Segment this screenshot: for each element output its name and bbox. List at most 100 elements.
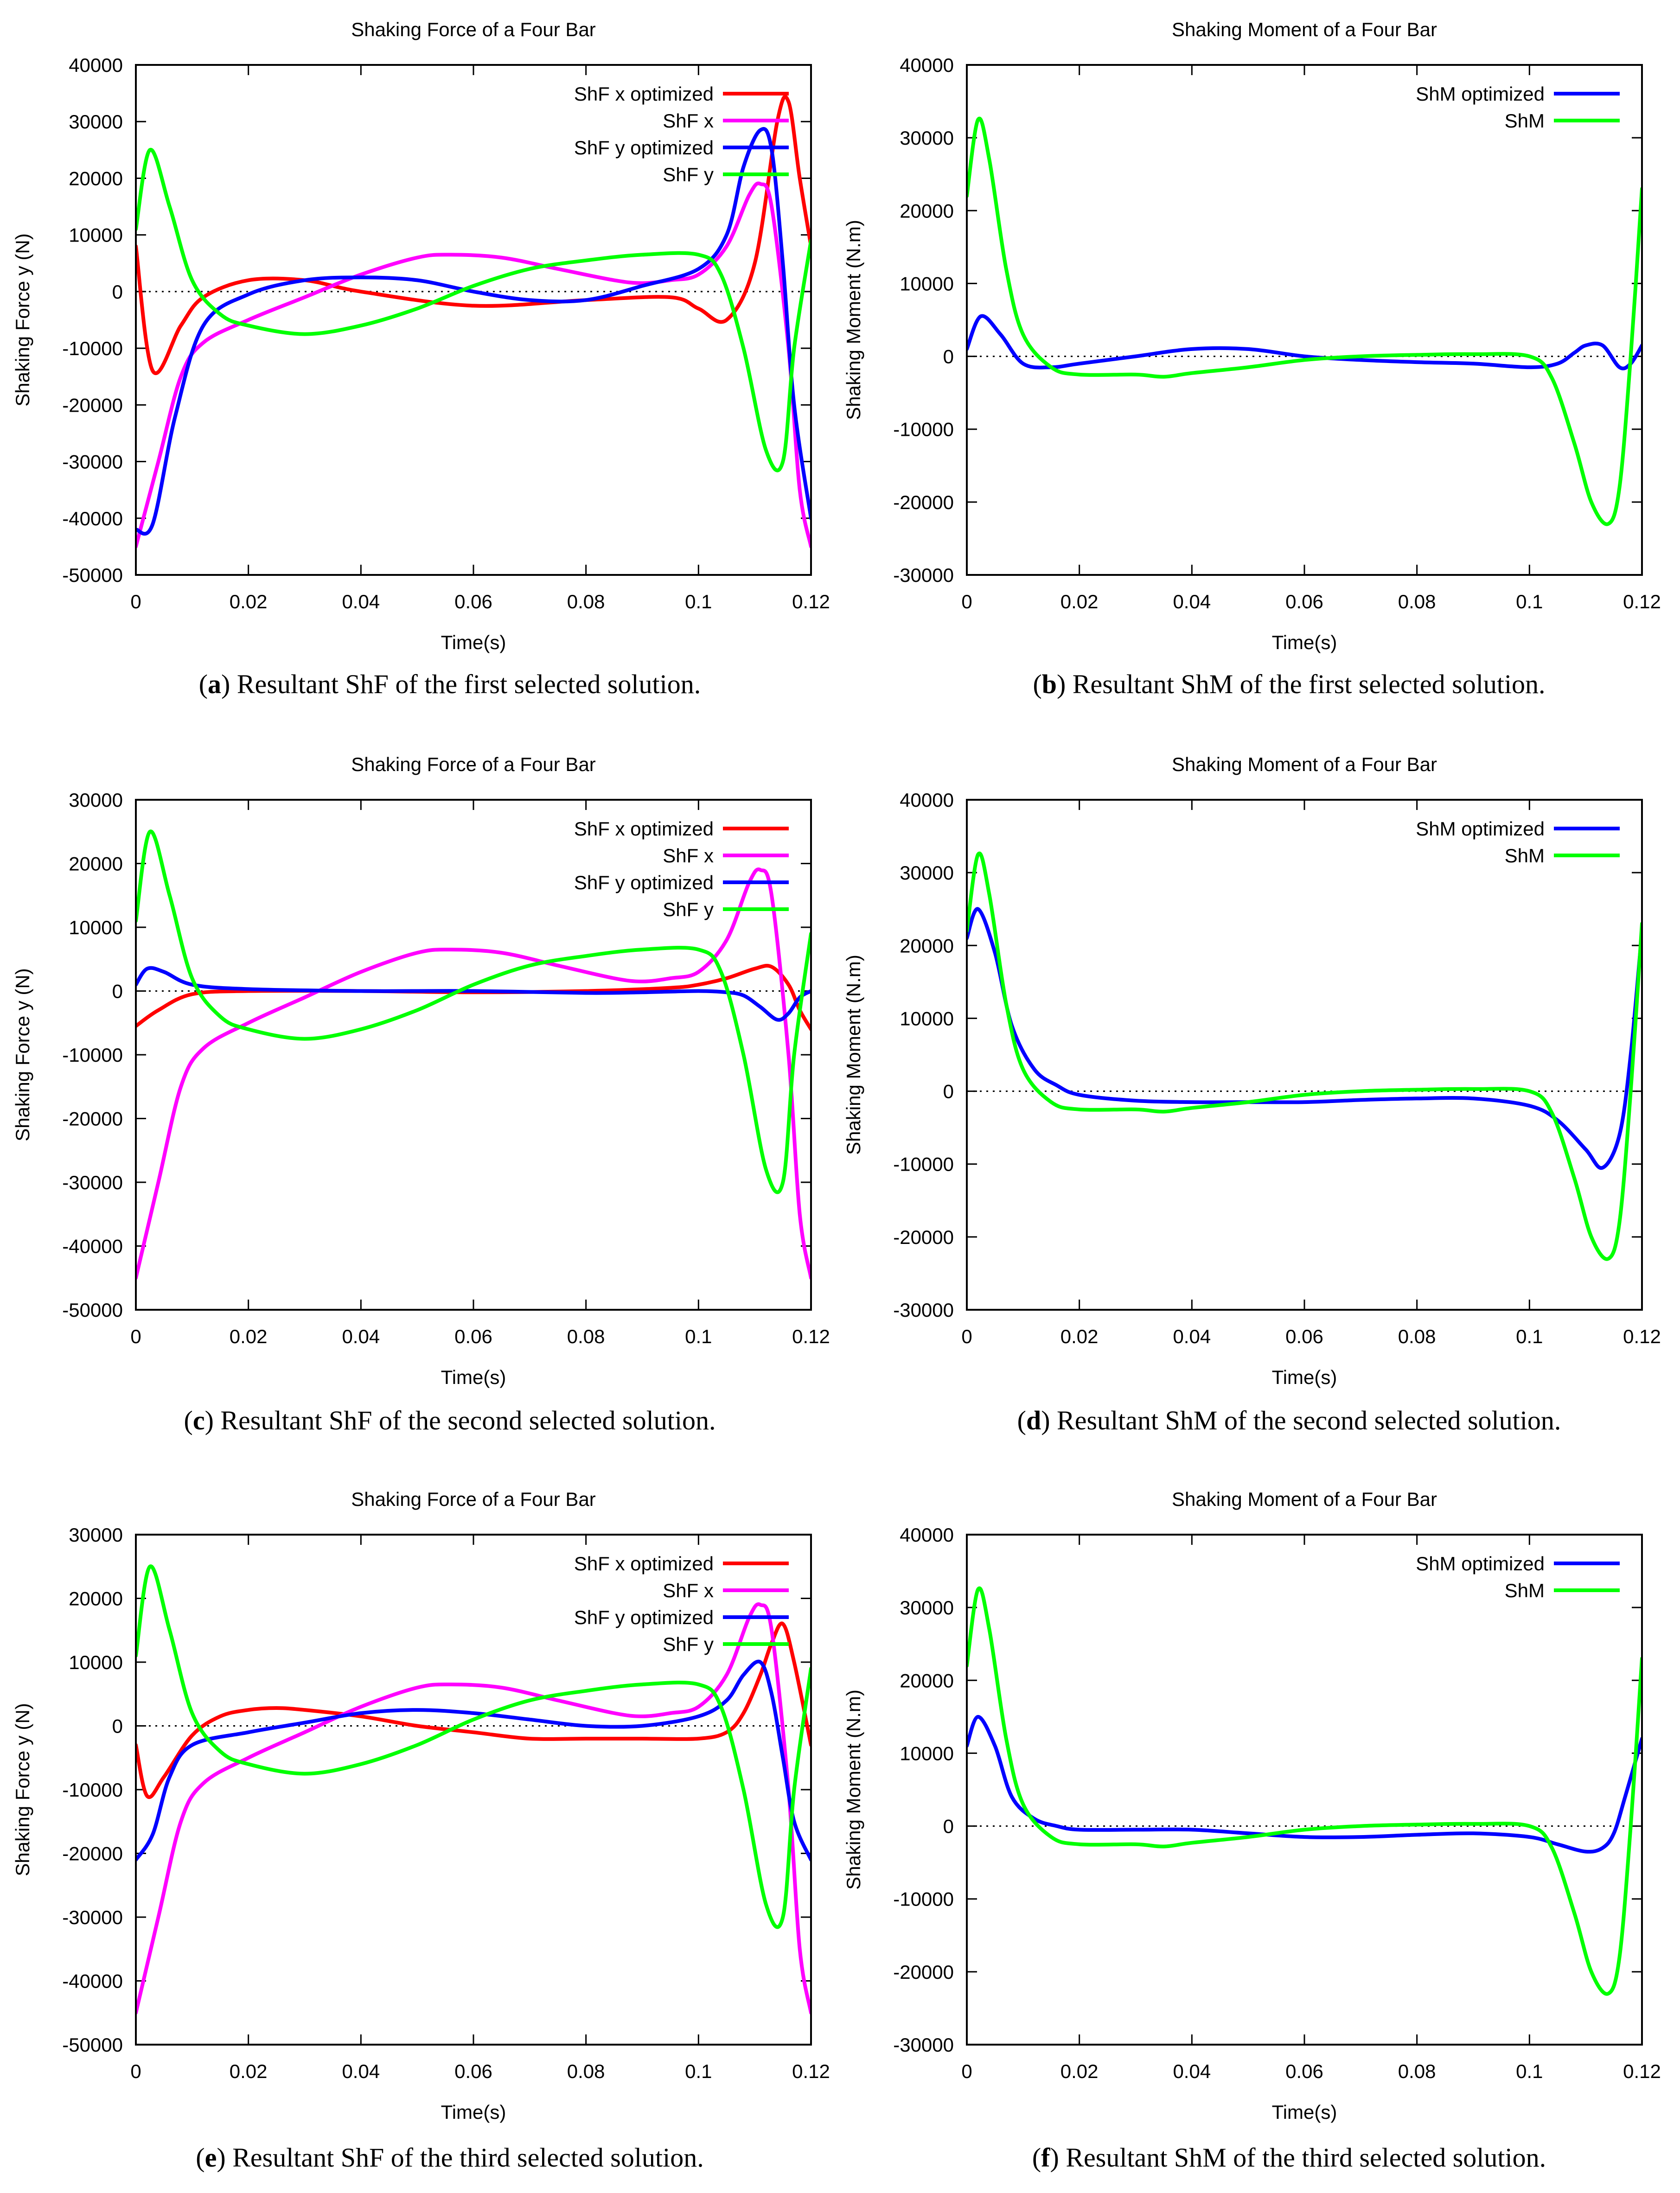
x-tick-label: 0 xyxy=(961,2060,972,2082)
x-tick-label: 0.08 xyxy=(567,1326,605,1347)
legend-label: ShF x xyxy=(663,1580,714,1601)
x-tick-label: 0.12 xyxy=(1623,591,1661,612)
x-tick-label: 0.12 xyxy=(792,2060,830,2082)
series-line-shf-y xyxy=(136,1564,811,1929)
legend-label: ShF x optimized xyxy=(574,818,714,840)
y-axis-label: Shaking Force y (N) xyxy=(12,233,33,406)
y-tick-label: 40000 xyxy=(900,54,954,76)
x-tick-label: 0.1 xyxy=(685,2060,712,2082)
series-line-shm xyxy=(967,116,1642,526)
y-tick-label: -30000 xyxy=(893,1299,954,1321)
x-tick-label: 0.06 xyxy=(454,591,492,612)
y-tick-label: -50000 xyxy=(62,1299,123,1321)
y-axis-label: Shaking Moment (N.m) xyxy=(843,955,864,1155)
x-tick-label: 0.02 xyxy=(230,2060,268,2082)
caption-e: (e) Resultant ShF of the third selected … xyxy=(196,2142,704,2173)
plot-frame xyxy=(966,1534,1643,2046)
plot-frame xyxy=(135,64,812,576)
y-tick-label: -20000 xyxy=(893,491,954,513)
x-tick-label: 0 xyxy=(130,1326,141,1347)
legend-label: ShM xyxy=(1505,1580,1545,1601)
x-tick-label: 0 xyxy=(961,591,972,612)
plot-frame xyxy=(135,799,812,1311)
y-tick-label: 20000 xyxy=(69,167,123,189)
x-tick-label: 0.08 xyxy=(567,591,605,612)
plot-frame xyxy=(135,1534,812,2046)
caption-b: (b) Resultant ShM of the first selected … xyxy=(1033,669,1546,699)
x-axis-label: Time(s) xyxy=(441,631,506,653)
x-tick-label: 0 xyxy=(130,2060,141,2082)
x-tick-label: 0.04 xyxy=(1173,2060,1211,2082)
caption-a: (a) Resultant ShF of the first selected … xyxy=(198,669,701,699)
legend-label: ShF y xyxy=(663,899,714,920)
y-tick-label: 30000 xyxy=(69,789,123,811)
y-tick-label: 20000 xyxy=(69,853,123,875)
y-tick-label: 0 xyxy=(943,1081,954,1103)
caption-f: (f) Resultant ShM of the third selected … xyxy=(1032,2142,1546,2173)
legend-label: ShF y xyxy=(663,1633,714,1655)
y-tick-label: 10000 xyxy=(900,273,954,294)
x-tick-label: 0.1 xyxy=(685,1326,712,1347)
y-tick-label: 0 xyxy=(112,1715,123,1737)
series-group xyxy=(136,1564,811,2015)
x-tick-label: 0.04 xyxy=(1173,591,1211,612)
legend-label: ShM xyxy=(1505,845,1545,867)
caption-d: (d) Resultant ShM of the second selected… xyxy=(1017,1405,1561,1435)
y-tick-label: 0 xyxy=(943,346,954,368)
series-line-shm-optimized xyxy=(967,1715,1642,1854)
chart-title: Shaking Force of a Four Bar xyxy=(351,753,596,775)
x-tick-label: 0.12 xyxy=(792,591,830,612)
y-tick-label: -10000 xyxy=(62,1779,123,1801)
series-line-shf-x-optimized xyxy=(136,963,811,1031)
x-tick-label: 0.08 xyxy=(1398,591,1436,612)
x-tick-label: 0 xyxy=(130,591,141,612)
legend-label: ShF x xyxy=(663,110,714,132)
y-tick-label: -50000 xyxy=(62,564,123,586)
y-tick-label: 40000 xyxy=(69,54,123,76)
x-tick-label: 0.06 xyxy=(1285,1326,1323,1347)
x-tick-label: 0.1 xyxy=(685,591,712,612)
legend-label: ShF x optimized xyxy=(574,83,714,105)
y-tick-label: 10000 xyxy=(69,917,123,938)
x-tick-label: 0.06 xyxy=(1285,591,1323,612)
series-line-shm xyxy=(967,851,1642,1261)
y-tick-label: 40000 xyxy=(900,789,954,811)
y-tick-label: -30000 xyxy=(62,451,123,473)
series-group xyxy=(967,1586,1642,1996)
x-tick-label: 0.04 xyxy=(342,2060,380,2082)
y-tick-label: -30000 xyxy=(893,2034,954,2056)
legend-label: ShF y optimized xyxy=(574,137,714,159)
x-tick-label: 0.02 xyxy=(1060,1326,1099,1347)
y-tick-label: -30000 xyxy=(62,1906,123,1928)
y-tick-label: -40000 xyxy=(62,1236,123,1257)
y-tick-label: 30000 xyxy=(69,1524,123,1546)
chart-title: Shaking Moment of a Four Bar xyxy=(1172,753,1437,775)
y-tick-label: -40000 xyxy=(62,508,123,529)
y-tick-label: 20000 xyxy=(69,1588,123,1610)
legend-label: ShF x xyxy=(663,845,714,867)
x-axis-label: Time(s) xyxy=(1272,1366,1337,1388)
y-tick-label: -10000 xyxy=(62,338,123,359)
y-tick-label: -10000 xyxy=(893,419,954,440)
y-tick-label: -30000 xyxy=(893,564,954,586)
series-line-shf-y xyxy=(136,147,811,472)
x-tick-label: 0.12 xyxy=(792,1326,830,1347)
y-tick-label: 30000 xyxy=(69,111,123,133)
y-tick-label: -50000 xyxy=(62,2034,123,2056)
chart-title: Shaking Force of a Four Bar xyxy=(351,19,596,40)
x-tick-label: 0.04 xyxy=(342,1326,380,1347)
y-tick-label: -40000 xyxy=(62,1970,123,1992)
y-tick-label: 40000 xyxy=(900,1524,954,1546)
y-tick-label: 10000 xyxy=(69,224,123,246)
x-tick-label: 0.08 xyxy=(1398,1326,1436,1347)
y-tick-label: 10000 xyxy=(900,1742,954,1764)
chart-panel-5: Shaking Force of a Four Bar -50000 -40000 -… xyxy=(12,1488,830,2123)
x-tick-label: 0.02 xyxy=(1060,591,1099,612)
x-tick-label: 0.1 xyxy=(1516,2060,1543,2082)
x-tick-label: 0.06 xyxy=(454,2060,492,2082)
y-tick-label: 10000 xyxy=(69,1651,123,1673)
legend-label: ShF y xyxy=(663,164,714,185)
series-line-shf-y-optimized xyxy=(136,1659,811,1862)
y-tick-label: -20000 xyxy=(893,1226,954,1248)
series-group xyxy=(967,116,1642,526)
